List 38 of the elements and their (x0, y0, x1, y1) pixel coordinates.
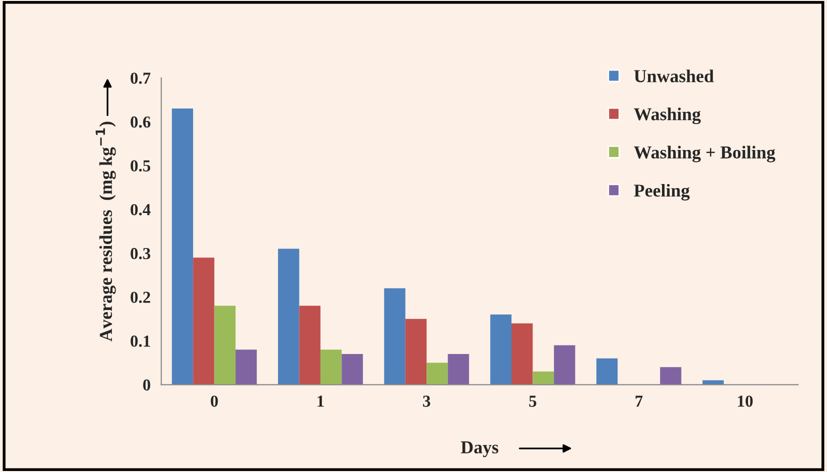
bar (342, 354, 363, 385)
bar (236, 350, 257, 385)
y-tick-label: 0.5 (130, 160, 150, 172)
x-tick-label: 3 (423, 396, 430, 407)
bar (384, 288, 406, 385)
y-tick-label: 0.2 (130, 292, 150, 304)
y-tick-label: 0.6 (130, 116, 150, 128)
bar (512, 323, 533, 385)
bar (554, 345, 576, 385)
bar (193, 258, 214, 385)
bar (426, 362, 448, 385)
bar (278, 248, 300, 385)
y-tick-label: 0.1 (130, 336, 150, 347)
bar (320, 350, 342, 385)
bar (490, 314, 512, 385)
x-tick-label: 1 (318, 396, 324, 407)
x-tick-label: 0 (210, 396, 218, 407)
legend-label: Unwashed (634, 70, 714, 82)
bar (660, 367, 682, 385)
y-tick-label: 0.7 (130, 72, 150, 84)
y-axis-title: Average residues (mg kg$^{−1}$) (96, 122, 116, 342)
bar (172, 108, 194, 385)
legend-label: Peeling (634, 184, 690, 201)
x-tick-label: 7 (636, 396, 643, 407)
bar (299, 306, 320, 385)
bar (405, 318, 427, 385)
bar (448, 354, 470, 385)
x-tick-label: 5 (529, 396, 536, 407)
y-tick-label: 0.4 (130, 204, 151, 216)
legend-label: Washing (634, 108, 701, 124)
legend-label: Washing + Boiling (634, 146, 776, 162)
bar (214, 306, 236, 385)
y-tick-label: 0 (143, 379, 150, 391)
bar (532, 372, 554, 385)
y-tick-label: 0.3 (130, 248, 150, 260)
x-axis-title: Days (460, 441, 498, 458)
bar (596, 358, 618, 385)
x-tick-label: 10 (738, 396, 753, 407)
